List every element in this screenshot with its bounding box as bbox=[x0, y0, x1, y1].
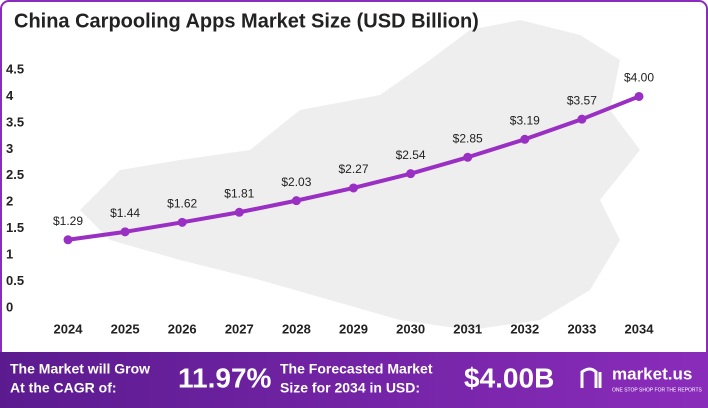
point bbox=[349, 183, 358, 193]
point bbox=[234, 207, 244, 217]
point bbox=[177, 217, 187, 227]
footer-band bbox=[0, 352, 708, 408]
cagr-value: 11.97% bbox=[178, 362, 272, 393]
data-label: $2.54 bbox=[396, 148, 426, 162]
point bbox=[634, 91, 644, 101]
x-tick-label: 2028 bbox=[282, 321, 311, 336]
data-label: $2.85 bbox=[453, 131, 483, 145]
data-label: $4.00 bbox=[624, 71, 654, 85]
data-label: $1.29 bbox=[53, 214, 83, 228]
x-tick-label: 2029 bbox=[339, 321, 368, 336]
x-tick-label: 2034 bbox=[625, 321, 655, 336]
chart-title: China Carpooling Apps Market Size (USD B… bbox=[14, 10, 479, 32]
y-tick-label: 2 bbox=[6, 194, 13, 209]
x-tick-label: 2033 bbox=[567, 321, 596, 336]
y-tick-label: 0.5 bbox=[6, 273, 24, 288]
data-label: $3.57 bbox=[567, 93, 597, 107]
y-tick-label: 4.5 bbox=[6, 61, 24, 76]
forecast-label-line: The Forecasted Market bbox=[280, 361, 433, 377]
point bbox=[406, 169, 416, 179]
y-tick-label: 0 bbox=[6, 299, 13, 314]
y-tick-label: 2.5 bbox=[6, 167, 24, 182]
y-tick-label: 1 bbox=[6, 247, 13, 262]
point bbox=[577, 114, 587, 124]
forecast-label-line: Size for 2034 in USD: bbox=[280, 380, 420, 396]
x-tick-label: 2026 bbox=[168, 321, 197, 336]
point bbox=[291, 196, 301, 206]
y-tick-label: 3.5 bbox=[6, 114, 24, 129]
map-background bbox=[80, 20, 640, 330]
forecast-value: $4.00B bbox=[464, 362, 554, 393]
point bbox=[63, 235, 73, 245]
cagr-label-line: At the CAGR of: bbox=[10, 380, 117, 396]
x-tick-label: 2027 bbox=[225, 321, 254, 336]
x-tick-label: 2031 bbox=[453, 321, 482, 336]
x-tick-label: 2024 bbox=[54, 321, 84, 336]
data-label: $1.44 bbox=[110, 206, 140, 220]
data-label: $2.27 bbox=[338, 162, 368, 176]
x-tick-label: 2025 bbox=[111, 321, 140, 336]
cagr-label-line: The Market will Grow bbox=[10, 361, 150, 377]
brand-logo bbox=[580, 367, 602, 388]
brand-tagline: ONE STOP SHOP FOR THE REPORTS bbox=[612, 387, 703, 393]
data-label: $3.19 bbox=[510, 113, 540, 127]
point bbox=[520, 134, 530, 144]
data-label: $2.03 bbox=[281, 175, 311, 189]
x-tick-label: 2030 bbox=[396, 321, 425, 336]
data-label: $1.62 bbox=[167, 196, 197, 210]
plot: 0 0.5 1 1.5 2 2.5 3 3.5 4 4.5 2024 2025 2026 2027 2028… bbox=[6, 61, 654, 336]
y-tick-label: 1.5 bbox=[6, 220, 24, 235]
brand: market.us bbox=[612, 364, 692, 383]
point bbox=[463, 152, 473, 162]
point bbox=[120, 227, 130, 237]
y-tick-label: 3 bbox=[6, 141, 13, 156]
y-tick-label: 4 bbox=[6, 88, 14, 103]
data-label: $1.81 bbox=[224, 186, 254, 200]
x-tick-label: 2032 bbox=[510, 321, 539, 336]
